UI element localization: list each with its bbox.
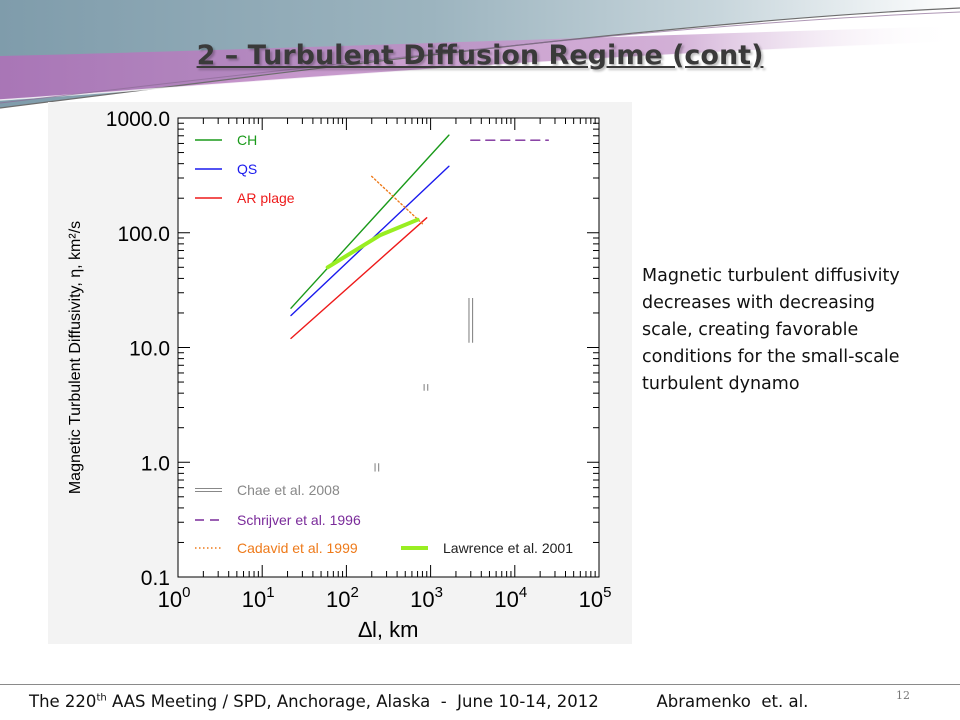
x-tick-label: 100 [158,584,191,612]
footer-authors: Abramenko et. al. [656,692,809,711]
footer-meeting-sup: th [96,692,107,704]
page-number: 12 [896,689,910,702]
x-tick-label: 101 [242,584,275,612]
legend-label-ch: CH [237,132,257,148]
legend-label-qs: QS [237,161,257,177]
caption-text: Magnetic turbulent diffusivity decreases… [642,266,900,394]
legend-label-schrijver-et-al-1996: Schrijver et al. 1996 [237,512,361,528]
x-axis-label: ∆l, km [359,617,419,642]
plot-area [177,117,600,578]
footer-meeting-pre: The 220 [29,692,97,711]
x-tick-label: 102 [326,584,359,612]
header-banner [0,0,960,109]
slide-title: 2 – Turbulent Diffusion Regime (cont) [196,40,764,71]
series-lawrence-et-al-2001 [325,217,420,270]
footer-divider [0,684,960,685]
y-tick-label: 0.1 [141,567,170,590]
legend-label-chae-et-al-2008: Chae et al. 2008 [237,482,340,498]
x-tick-label: 103 [410,584,443,612]
x-tick-label: 104 [494,584,527,612]
footer-text: The 220th AAS Meeting / SPD, Anchorage, … [29,692,808,711]
legend-label-lawrence-et-al-2001: Lawrence et al. 2001 [443,540,573,556]
series-ch [290,134,450,309]
legend-label-cadavid-et-al-1999: Cadavid et al. 1999 [237,540,358,556]
y-axis-label: Magnetic Turbulent Diffusivity, η, km²/s [67,221,84,494]
y-tick-label: 1000.0 [106,108,170,131]
diffusivity-chart: 100 101 102 103 104 105 1000.0 100.0 10.0 1.0 0.1 ∆… [67,108,612,642]
x-tick-label: 105 [579,584,612,612]
y-tick-label: 1.0 [141,452,170,475]
series-cadavid-et-al-1999 [371,175,424,225]
y-tick-label: 10.0 [129,338,170,361]
legend-label-ar-plage: AR plage [237,190,295,206]
series-ar-plage [290,217,428,340]
footer-meeting-post: AAS Meeting / SPD, Anchorage, Alaska - J… [106,692,599,711]
y-tick-label: 100.0 [117,223,170,246]
